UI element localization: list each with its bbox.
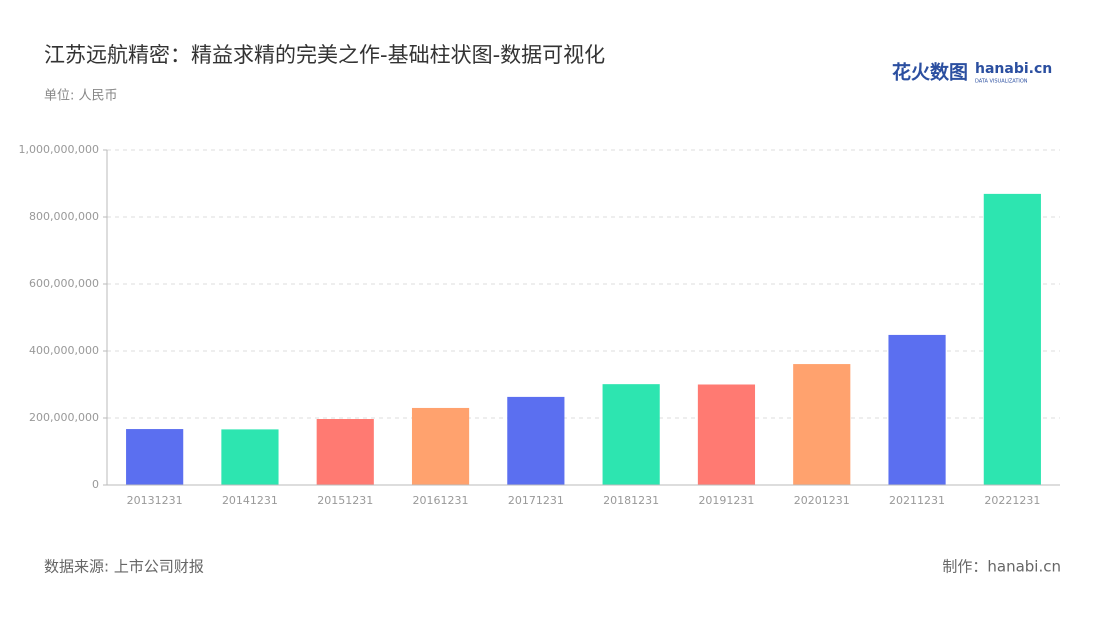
bar xyxy=(507,396,565,485)
bar xyxy=(983,193,1041,485)
bar xyxy=(602,384,660,485)
x-tick-label: 20181231 xyxy=(603,494,659,507)
source: 数据来源: 上市公司财报 xyxy=(44,558,204,576)
y-tick-label: 400,000,000 xyxy=(29,344,99,357)
bar xyxy=(411,407,470,485)
bar xyxy=(888,334,946,485)
y-tick-label: 600,000,000 xyxy=(29,277,99,290)
y-tick-label: 800,000,000 xyxy=(29,210,99,223)
bar xyxy=(697,384,756,485)
y-tick-label: 1,000,000,000 xyxy=(19,143,99,156)
chart-title: 江苏远航精密：精益求精的完美之作-基础柱状图-数据可视化 xyxy=(44,43,605,67)
x-tick-label: 20171231 xyxy=(508,494,564,507)
logo-en: hanabi.cn xyxy=(975,61,1052,77)
x-tick-label: 20151231 xyxy=(317,494,373,507)
bar xyxy=(126,429,184,485)
bar xyxy=(221,429,279,485)
logo-tagline: DATA VISUALIZATION xyxy=(975,79,1028,85)
x-tick-label: 20201231 xyxy=(794,494,850,507)
logo-cn: 花火数图 xyxy=(892,61,968,84)
x-tick-label: 20191231 xyxy=(698,494,754,507)
x-tick-label: 20221231 xyxy=(984,494,1040,507)
unit-label: 单位: 人民币 xyxy=(44,89,118,104)
x-tick-label: 20211231 xyxy=(889,494,945,507)
y-tick-label: 0 xyxy=(92,478,99,491)
y-tick-label: 200,000,000 xyxy=(29,411,99,424)
x-tick-label: 20161231 xyxy=(413,494,469,507)
credit: 制作：hanabi.cn xyxy=(942,558,1061,576)
x-tick-label: 20141231 xyxy=(222,494,278,507)
bar xyxy=(793,364,851,485)
bar xyxy=(316,419,374,485)
x-tick-label: 20131231 xyxy=(127,494,183,507)
